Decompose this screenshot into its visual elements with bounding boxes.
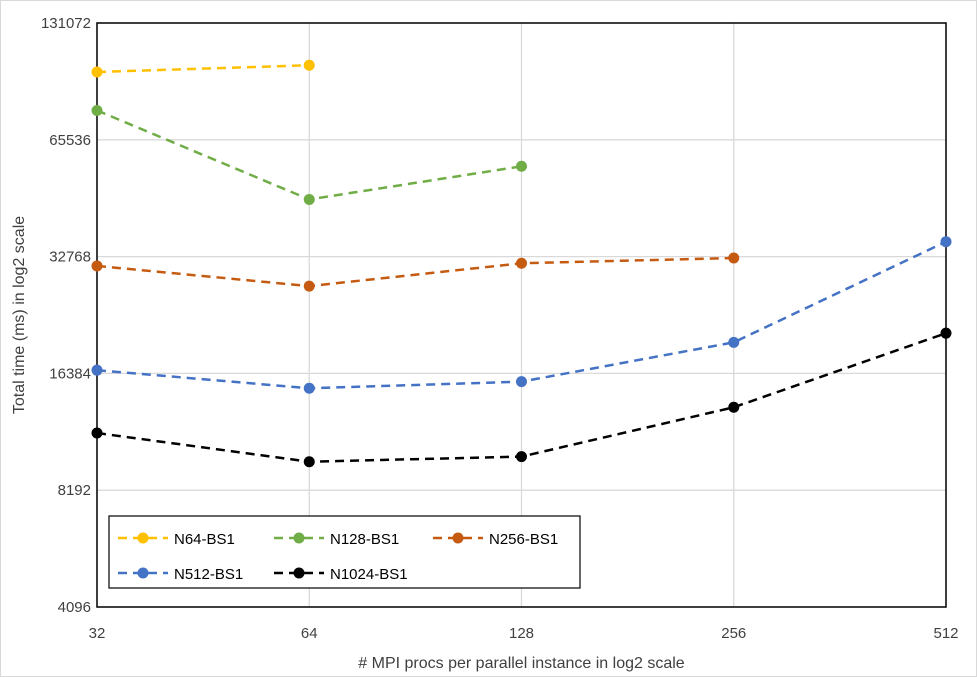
legend-box bbox=[108, 515, 581, 589]
data-point bbox=[303, 59, 315, 71]
legend-label: N128-BS1 bbox=[330, 531, 399, 548]
y-axis-title: Total time (ms) in log2 scale bbox=[11, 216, 28, 414]
series-N256-BS1 bbox=[91, 252, 740, 292]
data-point bbox=[516, 451, 527, 463]
x-tick-label: 32 bbox=[89, 625, 106, 642]
data-point bbox=[91, 66, 103, 78]
y-tick-label: 32768 bbox=[49, 249, 91, 266]
data-point bbox=[91, 364, 103, 376]
data-point bbox=[91, 260, 103, 272]
data-point bbox=[516, 257, 527, 269]
legend-label: N1024-BS1 bbox=[330, 566, 408, 583]
data-point bbox=[728, 252, 740, 264]
x-axis-ticks: 32 64 128 256 512 bbox=[89, 625, 959, 642]
legend-label: N512-BS1 bbox=[174, 566, 243, 583]
legend-marker bbox=[137, 532, 149, 544]
series-layer bbox=[91, 59, 952, 468]
series-line bbox=[96, 256, 734, 288]
data-point bbox=[940, 236, 952, 248]
data-point bbox=[940, 327, 952, 339]
series-line bbox=[96, 64, 310, 74]
y-axis-ticks: 4096 8192 16384 32768 65536 131072 bbox=[41, 15, 91, 616]
data-point bbox=[728, 336, 740, 348]
plot-area-border bbox=[96, 22, 947, 608]
x-tick-label: 64 bbox=[301, 625, 318, 642]
x-tick-label: 512 bbox=[933, 625, 958, 642]
legend-marker bbox=[293, 567, 305, 579]
legend: N64-BS1 N128-BS1 N256-BS1 N512-BS1 N1024-BS1 bbox=[108, 515, 581, 589]
series-N1024-BS1 bbox=[91, 327, 952, 468]
legend-marker bbox=[137, 567, 149, 579]
data-point bbox=[91, 104, 103, 116]
x-tick-label: 128 bbox=[509, 625, 534, 642]
data-point bbox=[516, 160, 527, 172]
series-N64-BS1 bbox=[91, 59, 315, 78]
data-point bbox=[303, 280, 315, 292]
data-point bbox=[303, 456, 315, 468]
y-tick-label: 4096 bbox=[58, 599, 91, 616]
legend-marker bbox=[452, 532, 464, 544]
legend-label: N64-BS1 bbox=[174, 531, 235, 548]
legend-label: N256-BS1 bbox=[489, 531, 558, 548]
x-axis-title: # MPI procs per parallel instance in log… bbox=[358, 655, 684, 672]
y-tick-label: 8192 bbox=[58, 482, 91, 499]
legend-marker bbox=[293, 532, 305, 544]
data-point bbox=[91, 427, 103, 439]
data-point bbox=[303, 193, 315, 205]
y-tick-label: 65536 bbox=[49, 132, 91, 149]
data-point bbox=[303, 382, 315, 394]
series-N512-BS1 bbox=[91, 236, 952, 394]
data-point bbox=[516, 376, 527, 388]
y-tick-label: 131072 bbox=[41, 15, 91, 32]
x-tick-label: 256 bbox=[721, 625, 746, 642]
y-tick-label: 16384 bbox=[49, 365, 91, 382]
data-point bbox=[728, 401, 740, 413]
series-N128-BS1 bbox=[91, 104, 527, 205]
